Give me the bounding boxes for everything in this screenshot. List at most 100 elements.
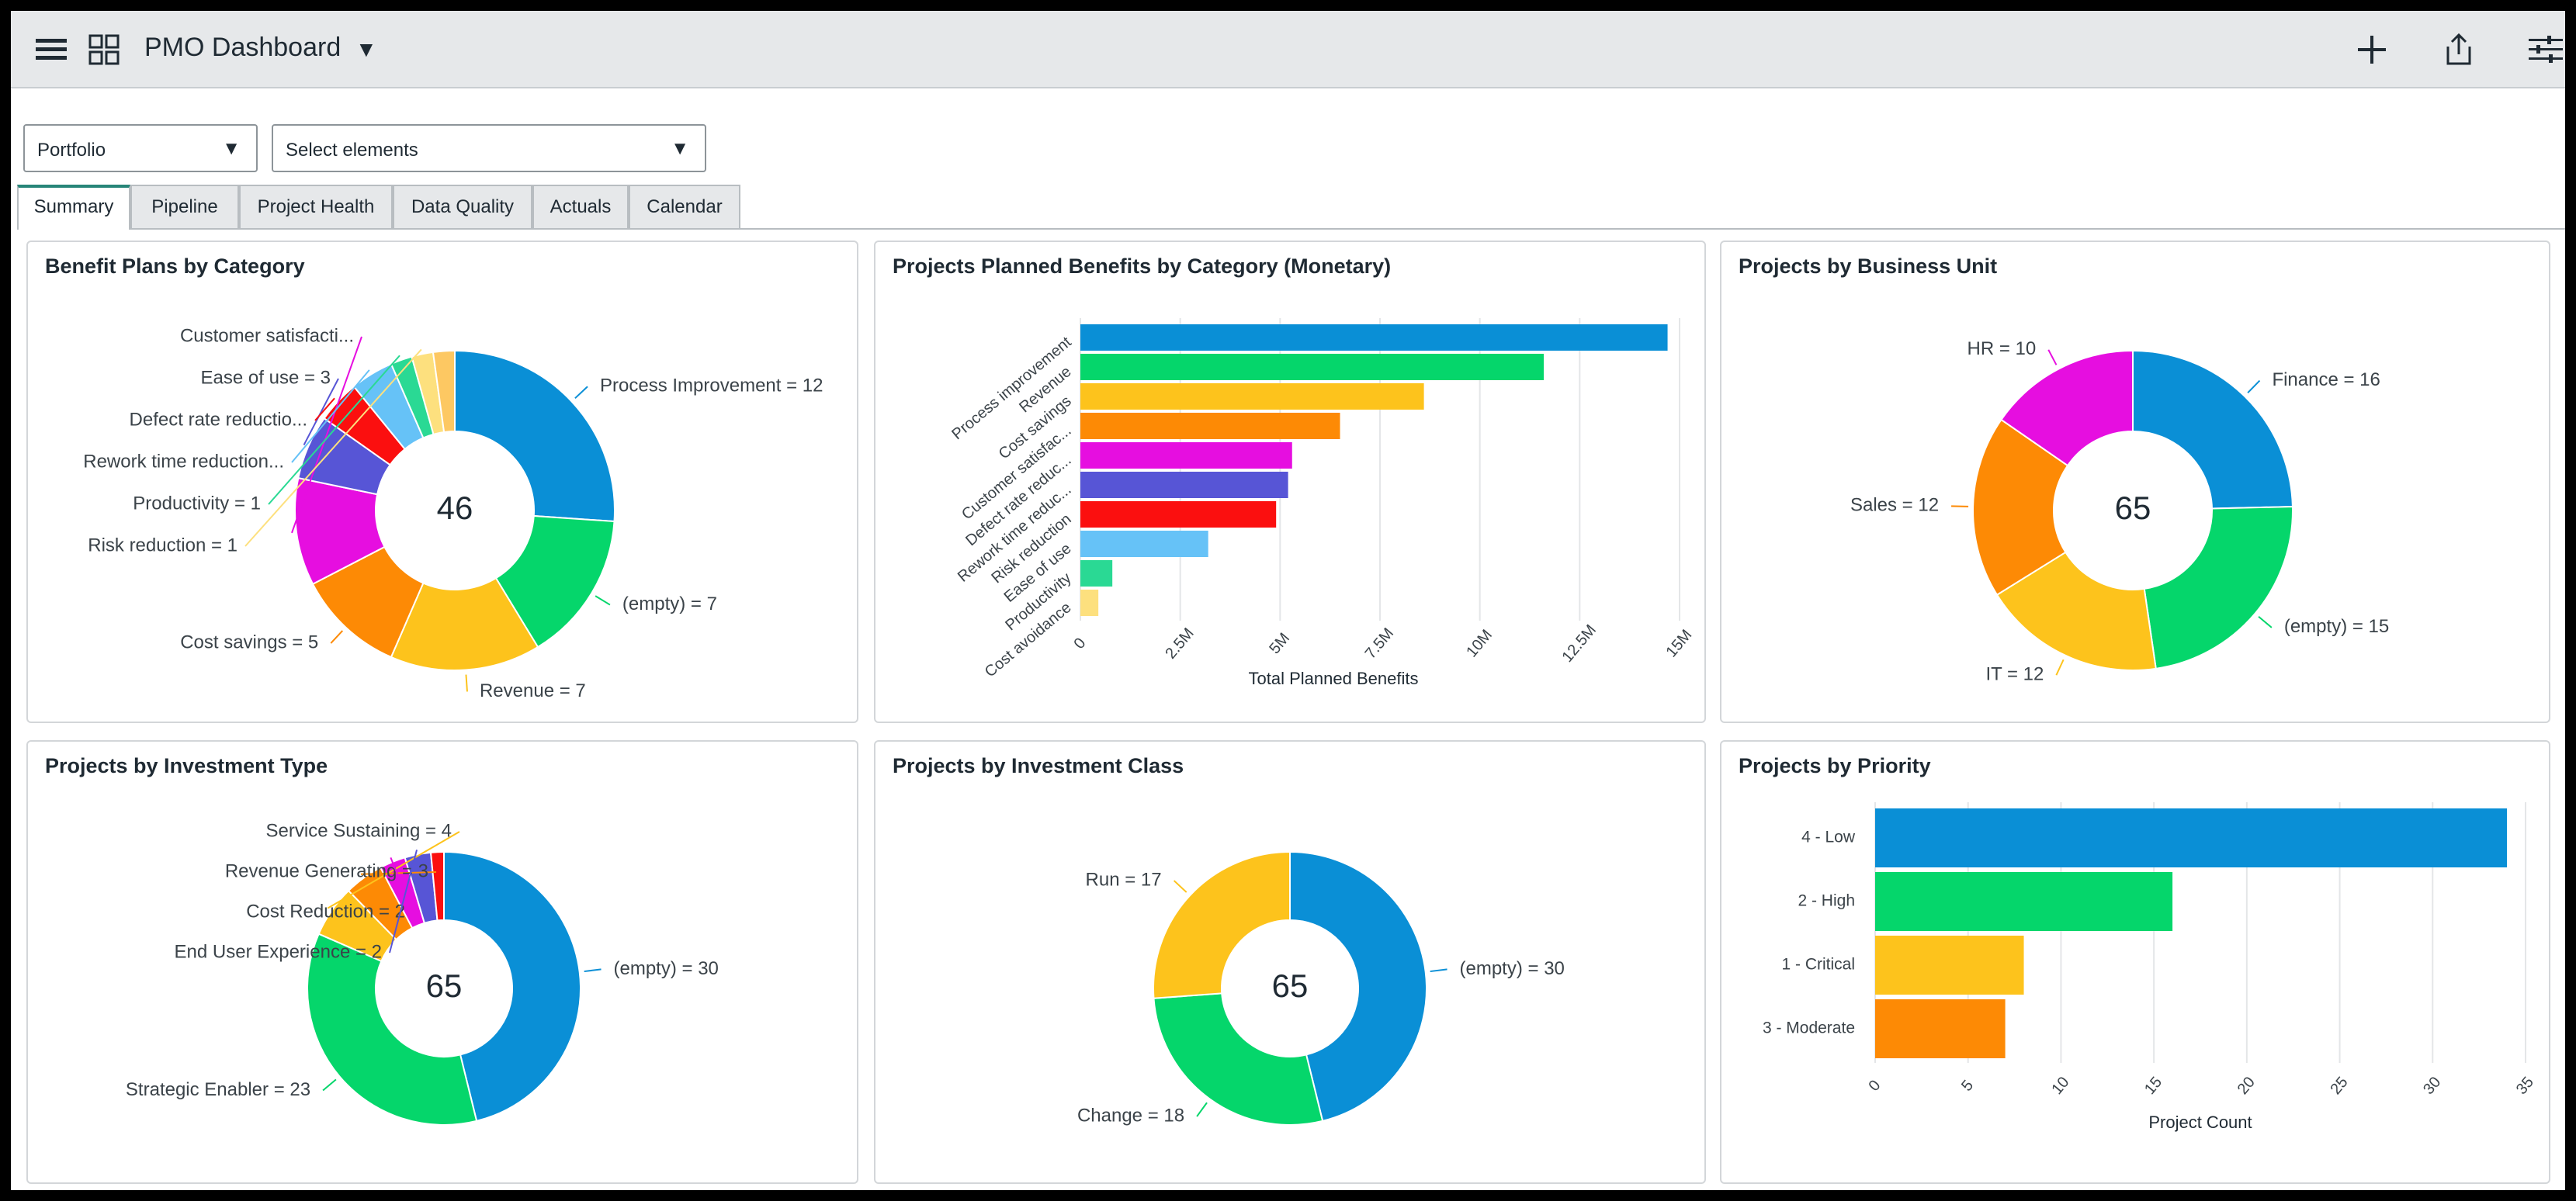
leader-line	[574, 386, 588, 400]
y-tick-label: 2 - High	[1798, 892, 1855, 910]
investment-type-donut-chart: (empty) = 30 Strategic Enabler = 23 Servic…	[126, 820, 719, 1126]
donut-slice	[2132, 349, 2293, 510]
leader-line	[314, 397, 335, 421]
investment-class-donut-chart: (empty) = 30 Change = 18 Run = 17 65	[1077, 850, 1565, 1126]
leader-line	[595, 595, 611, 606]
slice-label: Revenue = 7	[480, 680, 586, 701]
bar	[1080, 501, 1277, 528]
slice-label: Process Improvement = 12	[600, 376, 823, 396]
x-tick-label: 0	[1865, 1077, 1884, 1095]
x-tick-label: 35	[2513, 1074, 2537, 1098]
donut-slice	[1289, 850, 1427, 1123]
slice-label: (empty) = 30	[614, 958, 719, 979]
dashboard-window: PMO Dashboard ▼ Portfolio ▼ Select eleme…	[11, 11, 2565, 1190]
donut-total: 65	[426, 967, 463, 1004]
donut-slice	[443, 850, 581, 1123]
x-tick-label: 0	[1070, 635, 1089, 652]
donut-total: 65	[1272, 967, 1309, 1004]
slice-label: Run = 17	[1086, 869, 1162, 890]
app-header: PMO Dashboard ▼	[11, 11, 2565, 88]
slice-label: (empty) = 30	[1460, 958, 1565, 979]
elements-select-label: Select elements	[286, 140, 418, 161]
leader-line	[291, 369, 370, 463]
donut-slice	[494, 514, 615, 649]
x-tick-label: 2.5M	[1162, 625, 1197, 662]
leader-line	[2047, 349, 2058, 365]
bar	[1875, 808, 2508, 867]
leader-line	[322, 1078, 337, 1092]
investment-type-card: Projects by Investment Type (empty) = 30…	[26, 740, 858, 1184]
x-tick-label: 12.5M	[1558, 621, 1600, 666]
donut-slice	[454, 349, 615, 523]
portfolio-select[interactable]: Portfolio ▼	[23, 124, 258, 172]
donut-slice	[1995, 551, 2157, 671]
tab-summary[interactable]: Summary	[17, 185, 130, 230]
card-title: Projects Planned Benefits by Category (M…	[893, 254, 1392, 278]
sliders-icon[interactable]	[2526, 31, 2563, 68]
plus-icon[interactable]	[2353, 31, 2391, 68]
x-tick-label: 10M	[1463, 627, 1496, 661]
tab-data-quality[interactable]: Data Quality	[393, 185, 532, 230]
bar	[1875, 872, 2173, 931]
bar	[1080, 354, 1545, 380]
benefit-plans-card: Benefit Plans by Category Process Improv…	[26, 241, 858, 723]
leader-line	[465, 674, 468, 692]
card-title: Projects by Investment Class	[893, 754, 1184, 777]
donut-total: 65	[2115, 490, 2151, 526]
tab-project-health[interactable]: Project Health	[239, 185, 393, 230]
leader-line	[291, 336, 362, 534]
x-tick-label: 5M	[1266, 630, 1293, 657]
leader-line	[2055, 659, 2065, 676]
y-tick-label: 3 - Moderate	[1763, 1019, 1855, 1037]
tab-pipeline[interactable]: Pipeline	[130, 185, 239, 230]
card-title: Projects by Investment Type	[45, 754, 328, 777]
leader-line	[584, 968, 602, 973]
hamburger-icon[interactable]	[33, 31, 70, 68]
tab-divider	[17, 228, 2565, 230]
planned-benefits-card: Projects Planned Benefits by Category (M…	[874, 241, 1706, 723]
x-axis-label: Project Count	[2148, 1113, 2252, 1132]
x-tick-label: 25	[2327, 1074, 2351, 1098]
donut-slice	[2000, 349, 2134, 467]
x-tick-label: 30	[2420, 1074, 2444, 1098]
bar	[1080, 324, 1668, 351]
slice-label: End User Experience = 2	[175, 941, 382, 962]
grid-icon[interactable]	[85, 31, 123, 68]
bar	[1080, 531, 1208, 557]
business-unit-donut-chart: Finance = 16 (empty) = 15 IT = 12 Sales = 1…	[1850, 338, 2389, 684]
page-title[interactable]: PMO Dashboard	[144, 33, 342, 62]
leader-line	[268, 355, 400, 505]
x-tick-label: 15	[2141, 1074, 2165, 1098]
card-title: Projects by Business Unit	[1739, 254, 1998, 278]
leader-line	[2247, 379, 2261, 393]
tab-actuals[interactable]: Actuals	[532, 185, 629, 230]
donut-slice	[1153, 850, 1291, 999]
caret-down-icon[interactable]: ▼	[355, 37, 377, 61]
y-tick-label: 4 - Low	[1801, 829, 1856, 846]
donut-slice	[2143, 505, 2293, 670]
slice-label: Cost savings = 5	[180, 632, 318, 652]
priority-bar-chart: 0 5 10 15 20 25 30 35 4 - Low 2 - High 1 - Critica…	[1763, 802, 2537, 1132]
leader-line	[244, 348, 422, 547]
investment-class-card: Projects by Investment Class (empty) = 3…	[874, 740, 1706, 1184]
slice-label: Sales = 12	[1850, 495, 1939, 516]
benefit-plans-donut-chart: Process Improvement = 12 (empty) = 7 Reven…	[83, 325, 823, 701]
tab-calendar[interactable]: Calendar	[629, 185, 740, 230]
leader-line	[360, 871, 437, 875]
donut-slice	[1972, 418, 2069, 597]
elements-select[interactable]: Select elements ▼	[272, 124, 706, 172]
slice-label: Defect rate reductio...	[130, 409, 307, 430]
bar	[1080, 413, 1340, 439]
x-axis-label: Total Planned Benefits	[1249, 669, 1419, 688]
caret-down-icon: ▼	[222, 138, 241, 159]
bar	[1080, 442, 1292, 469]
bar	[1875, 999, 2006, 1058]
share-icon[interactable]	[2440, 31, 2477, 68]
bar	[1080, 472, 1288, 498]
x-tick-label: 20	[2234, 1074, 2259, 1098]
donut-slice	[432, 349, 456, 434]
donut-slice	[429, 850, 445, 922]
slice-label: Strategic Enabler = 23	[126, 1079, 310, 1100]
leader-line	[389, 850, 418, 954]
slice-label: Rework time reduction...	[83, 451, 284, 472]
